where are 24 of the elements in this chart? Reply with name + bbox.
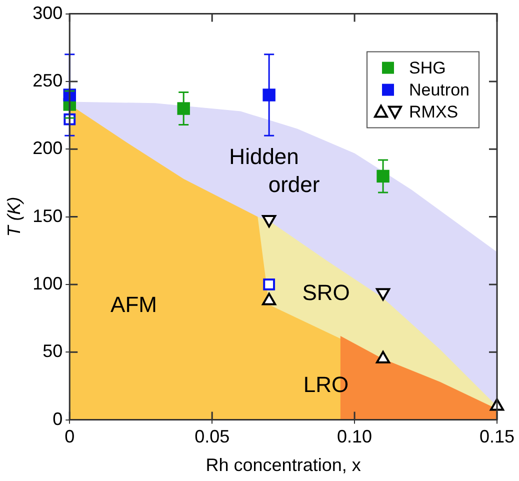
x-axis-title: Rh concentration, x <box>206 455 361 476</box>
legend-label: Neutron <box>409 80 470 100</box>
annotation: AFM <box>110 292 157 318</box>
y-tick-label: 300 <box>32 2 63 23</box>
x-tick-label: 0.10 <box>337 426 372 447</box>
x-tick-label: 0.15 <box>479 426 515 447</box>
y-tick-label: 150 <box>32 206 63 226</box>
legend-label: RMXS <box>409 102 458 122</box>
point <box>262 88 276 102</box>
point <box>376 350 390 364</box>
x-tick-label: 0.05 <box>194 426 230 447</box>
y-tick-label: 100 <box>32 273 63 294</box>
y-tick-label: 0 <box>52 408 63 429</box>
annotation: SRO <box>302 280 350 306</box>
annotation: LRO <box>303 372 349 398</box>
legend-label: SHG <box>409 58 446 78</box>
point <box>177 102 190 115</box>
annotation: Hidden order <box>229 144 320 198</box>
y-tick-label: 200 <box>32 138 63 158</box>
y-tick-label: 250 <box>32 70 63 90</box>
y-tick-label: 50 <box>42 341 63 362</box>
y-axis-title: T (K) <box>4 196 24 237</box>
point <box>263 278 276 290</box>
point <box>262 292 276 306</box>
